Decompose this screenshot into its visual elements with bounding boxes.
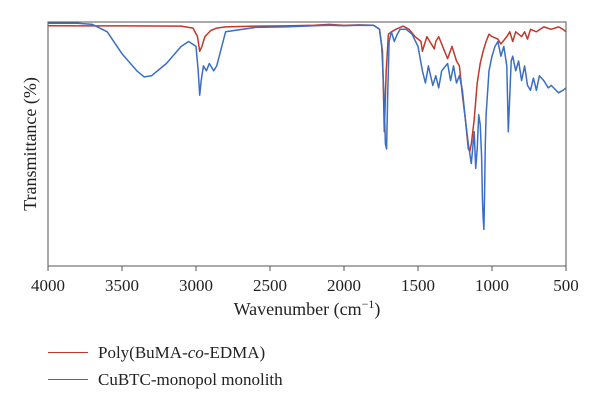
x-axis-title: Wavenumber (cm−1) (234, 297, 381, 320)
legend-label-poly: Poly(BuMA-co-EDMA) (98, 342, 266, 362)
y-axis-title: Transmittance (%) (20, 77, 41, 211)
x-tick-label-500: 500 (553, 276, 579, 295)
legend-swatch-cubtc (48, 379, 88, 380)
x-tick-label-2000: 2000 (327, 276, 361, 295)
x-tick-label-1500: 1500 (401, 276, 435, 295)
x-axis-ticks: 4000 3500 3000 2500 2000 1500 1000 500 (31, 266, 579, 295)
legend-swatch-poly (48, 352, 88, 353)
legend-item-poly: Poly(BuMA-co-EDMA) (48, 339, 283, 366)
x-tick-label-3500: 3500 (105, 276, 139, 295)
plot-frame (47, 21, 567, 267)
x-tick-label-3000: 3000 (179, 276, 213, 295)
legend-item-cubtc: CuBTC-monopol monolith (48, 366, 283, 393)
legend: Poly(BuMA-co-EDMA) CuBTC-monopol monolit… (48, 339, 283, 393)
x-tick-label-2500: 2500 (253, 276, 287, 295)
x-tick-label-4000: 4000 (31, 276, 65, 295)
series-layer (47, 22, 567, 231)
legend-label-cubtc: CuBTC-monopol monolith (98, 369, 283, 389)
x-tick-label-1000: 1000 (475, 276, 509, 295)
series-line-cubtc (48, 22, 567, 231)
series-line-poly (47, 23, 567, 153)
